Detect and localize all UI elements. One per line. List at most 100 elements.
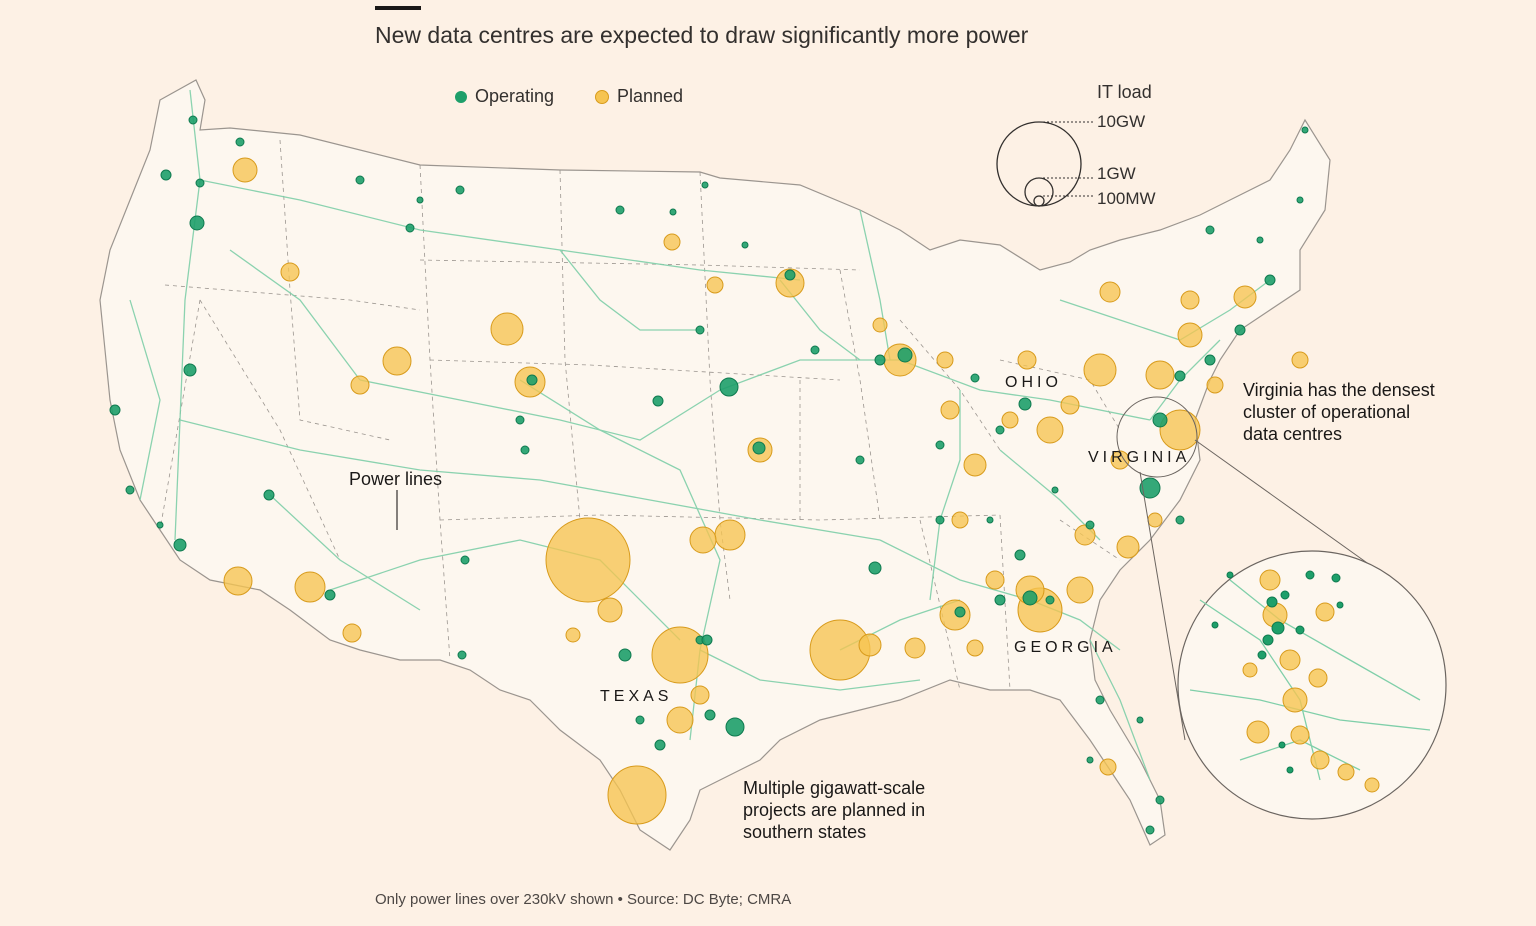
operating-data-centre: [635, 715, 645, 725]
planned-data-centre: [1159, 409, 1201, 451]
annotation-virginia-line-2: cluster of operational: [1243, 402, 1411, 422]
operating-data-centre: [669, 208, 677, 216]
planned-data-centre: [904, 637, 926, 659]
operating-data-centre: [195, 178, 205, 188]
inset-planned-data-centre: [1315, 602, 1335, 622]
planned-data-centre: [1177, 322, 1203, 348]
inset-planned-data-centre: [1337, 763, 1355, 781]
inset-operating-data-centre: [1271, 621, 1285, 635]
inset-operating-data-centre: [1331, 573, 1341, 583]
planned-data-centre: [714, 519, 746, 551]
operating-data-centre: [405, 223, 415, 233]
planned-data-centre: [1233, 285, 1257, 309]
planned-data-centre: [1001, 411, 1019, 429]
operating-data-centre: [935, 515, 945, 525]
top-rule: [375, 6, 421, 10]
planned-data-centre: [1099, 758, 1117, 776]
planned-data-centre: [1291, 351, 1309, 369]
us-land: [99, 79, 1331, 851]
operating-data-centre: [125, 485, 135, 495]
planned-data-centre: [1083, 353, 1117, 387]
planned-data-centre: [490, 312, 524, 346]
annotation-virginia-line-1: Virginia has the densest: [1243, 380, 1435, 400]
operating-data-centre: [1051, 486, 1059, 494]
operating-data-centre: [874, 354, 886, 366]
inset-planned-data-centre: [1308, 668, 1328, 688]
size-legend-1gw: 1GW: [1097, 164, 1136, 183]
planned-data-centre: [280, 262, 300, 282]
virginia-inset-content: [1189, 569, 1431, 793]
operating-swatch: [455, 90, 467, 103]
inset-operating-data-centre: [1286, 766, 1294, 774]
operating-data-centre: [986, 516, 994, 524]
operating-data-centre: [810, 345, 820, 355]
operating-data-centre: [520, 445, 530, 455]
planned-data-centre: [966, 639, 984, 657]
operating-data-centre: [1085, 520, 1095, 530]
planned-data-centre: [607, 765, 667, 825]
planned-data-centre: [963, 453, 987, 477]
operating-data-centre: [188, 115, 198, 125]
inset-operating-data-centre: [1278, 741, 1286, 749]
operating-data-centre: [701, 634, 713, 646]
inset-planned-data-centre: [1364, 777, 1380, 793]
inset-operating-data-centre: [1226, 571, 1234, 579]
state-label-georgia: GEORGIA: [1014, 639, 1117, 656]
operating-data-centre: [1022, 590, 1038, 606]
planned-data-centre: [1110, 450, 1130, 470]
planned-data-centre: [232, 157, 258, 183]
operating-data-centre: [515, 415, 525, 425]
planned-data-centre: [1147, 512, 1163, 528]
inset-operating-data-centre: [1257, 650, 1267, 660]
inset-operating-data-centre: [1211, 621, 1219, 629]
operating-data-centre: [615, 205, 625, 215]
planned-data-centre: [1206, 376, 1224, 394]
planned-data-centre: [1116, 535, 1140, 559]
inset-operating-data-centre: [1280, 590, 1290, 600]
operating-bubbles: [109, 115, 1309, 835]
planned-data-centre: [936, 351, 954, 369]
operating-data-centre: [618, 648, 632, 662]
planned-data-centre: [775, 268, 805, 298]
state-label-texas: TEXAS: [600, 688, 673, 705]
operating-data-centre: [897, 347, 913, 363]
inset-planned-data-centre: [1246, 720, 1270, 744]
operating-data-centre: [704, 709, 716, 721]
inset-operating-data-centre: [1266, 596, 1278, 608]
planned-bubbles: [223, 157, 1309, 825]
planned-data-centre: [1060, 395, 1080, 415]
operating-data-centre: [1234, 324, 1246, 336]
virginia-focus-ring: [1116, 396, 1198, 478]
legend-operating-label: Operating: [475, 86, 555, 106]
inset-power-line: [1229, 579, 1421, 701]
operating-data-centre: [455, 185, 465, 195]
inset-operating-data-centre: [1305, 570, 1315, 580]
planned-data-centre: [294, 571, 326, 603]
operating-data-centre: [954, 606, 966, 618]
planned-data-centre: [565, 627, 581, 643]
operating-data-centre: [324, 589, 336, 601]
planned-data-centre: [1145, 360, 1175, 390]
annotation-virginia: Virginia has the densest cluster of oper…: [1243, 379, 1435, 445]
planned-data-centre: [382, 346, 412, 376]
operating-data-centre: [695, 325, 705, 335]
annotation-south-line-1: Multiple gigawatt-scale: [743, 778, 926, 798]
annotation-virginia-line-3: data centres: [1243, 424, 1343, 444]
planned-data-centre: [1074, 524, 1096, 546]
annotation-south-line-2: projects are planned in: [743, 800, 926, 820]
planned-data-centre: [939, 599, 971, 631]
operating-data-centre: [1205, 225, 1215, 235]
chart-title: New data centres are expected to draw si…: [375, 22, 1029, 48]
zoom-connector-top: [1194, 439, 1371, 566]
operating-data-centre: [654, 739, 666, 751]
planned-data-centre: [663, 233, 681, 251]
state-borders: [159, 139, 1121, 691]
operating-data-centre: [725, 717, 745, 737]
operating-data-centre: [235, 137, 245, 147]
operating-data-centre: [855, 455, 865, 465]
state-label-ohio: OHIO: [1005, 374, 1062, 391]
planned-data-centre: [1017, 350, 1037, 370]
operating-data-centre: [1175, 515, 1185, 525]
planned-data-centre: [545, 517, 631, 603]
